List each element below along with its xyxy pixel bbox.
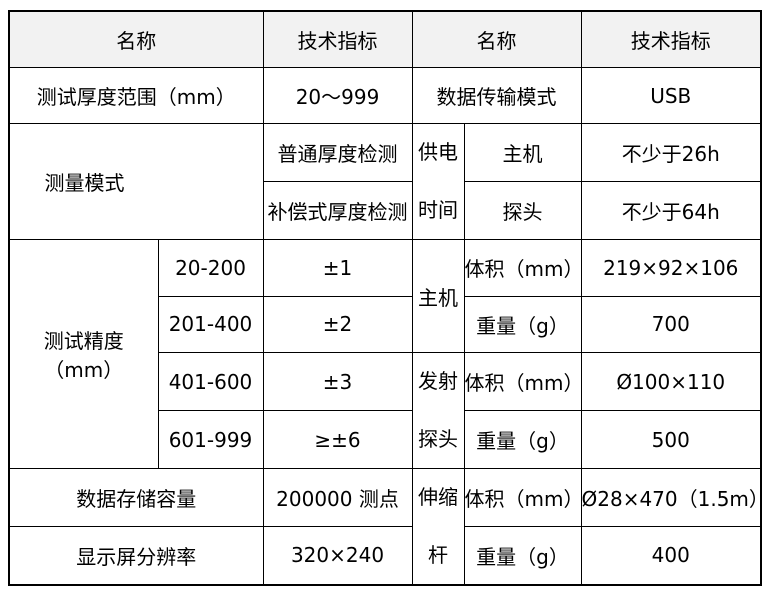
cell-accuracy-range-2: 201-400 <box>157 295 264 354</box>
power-time-line1: 供电 <box>418 140 458 165</box>
cell-host-weight-label: 重量（g） <box>463 295 582 354</box>
cell-host-volume-value: 219×92×106 <box>580 239 762 297</box>
table-row: 测试厚度范围（mm） 20～999 数据传输模式 USB <box>8 66 762 125</box>
spec-table: 名称 技术指标 名称 技术指标 测试厚度范围（mm） 20～999 数据传输模式… <box>8 10 762 586</box>
cell-storage-value: 200000 测点 <box>262 468 413 527</box>
cell-measure-mode-compensated: 补偿式厚度检测 <box>262 181 413 241</box>
cell-display-label: 显示屏分辨率 <box>8 525 264 586</box>
cell-storage-label: 数据存储容量 <box>8 468 264 527</box>
cell-emit-volume-label: 体积（mm） <box>463 352 582 411</box>
cell-accuracy-label: 测试精度（mm） <box>8 239 159 469</box>
cell-power-probe-value: 不少于64h <box>580 181 762 241</box>
cell-emit-volume-value: Ø100×110 <box>580 352 762 411</box>
cell-data-transfer-label: 数据传输模式 <box>411 66 582 125</box>
cell-emit-weight-value: 500 <box>580 410 762 469</box>
cell-display-value: 320×240 <box>262 525 413 586</box>
cell-thickness-range-value: 20～999 <box>262 66 413 125</box>
cell-rod-weight-label: 重量（g） <box>463 525 582 586</box>
rod-line2: 杆 <box>428 542 448 567</box>
cell-thickness-range-label: 测试厚度范围（mm） <box>8 66 264 125</box>
cell-host-label: 主机 <box>411 239 465 353</box>
table-row: 显示屏分辨率 320×240 重量（g） 400 <box>8 525 762 586</box>
rod-line1: 伸缩 <box>418 485 458 509</box>
cell-host-volume-label: 体积（mm） <box>463 239 582 297</box>
emit-probe-line2: 探头 <box>418 426 458 451</box>
cell-power-host-label: 主机 <box>463 123 582 183</box>
cell-accuracy-range-3: 401-600 <box>157 352 264 411</box>
rod-text: 伸缩 杆 <box>413 469 463 584</box>
cell-rod-volume-label: 体积（mm） <box>463 468 582 527</box>
cell-emit-weight-label: 重量（g） <box>463 410 582 469</box>
table-row: 补偿式厚度检测 探头 不少于64h <box>9 181 762 241</box>
header-right-spec: 技术指标 <box>580 10 762 68</box>
header-left-spec: 技术指标 <box>262 10 413 68</box>
cell-emit-probe-label: 发射 探头 <box>411 352 465 469</box>
emit-probe-line1: 发射 <box>418 369 458 393</box>
cell-power-host-value: 不少于26h <box>580 123 762 183</box>
emit-probe-text: 发射 探头 <box>413 354 463 468</box>
cell-data-transfer-value: USB <box>580 66 762 125</box>
measure-mode-text: 测量模式 <box>44 171 125 196</box>
cell-accuracy-value-4: ≥±6 <box>262 410 413 469</box>
table-row: 201-400 ±2 重量（g） 700 <box>9 295 762 354</box>
table-row: 测量模式 普通厚度检测 供电 时间 主机 不少于26h <box>8 123 762 241</box>
header-row: 名称 技术指标 名称 技术指标 <box>8 10 762 68</box>
header-left-name: 名称 <box>8 10 264 68</box>
table-row: 数据存储容量 200000 测点 伸缩 杆 体积（mm） Ø28×470（1.5… <box>8 468 762 586</box>
cell-accuracy-range-4: 601-999 <box>157 410 264 469</box>
cell-power-probe-label: 探头 <box>463 181 582 241</box>
cell-rod-weight-value: 400 <box>580 525 762 586</box>
power-time-text: 供电 时间 <box>413 125 463 239</box>
cell-rod-label: 伸缩 杆 <box>411 468 465 586</box>
cell-accuracy-range-1: 20-200 <box>157 239 264 297</box>
header-right-name: 名称 <box>411 10 582 68</box>
cell-accuracy-value-3: ±3 <box>262 352 413 411</box>
table-row: 601-999 ≥±6 重量（g） 500 <box>9 410 762 469</box>
cell-power-time-label: 供电 时间 <box>411 123 465 241</box>
cell-accuracy-value-2: ±2 <box>262 295 413 354</box>
table-row: 测试精度（mm） 20-200 ±1 主机 体积（mm） 219×92×106 <box>8 239 762 469</box>
table-row: 401-600 ±3 发射 探头 体积（mm） Ø100×110 <box>9 352 762 469</box>
cell-accuracy-value-1: ±1 <box>262 239 413 297</box>
cell-rod-volume-value: Ø28×470（1.5m） <box>580 468 762 527</box>
cell-host-weight-value: 700 <box>580 295 762 354</box>
cell-measure-mode-normal: 普通厚度检测 <box>262 123 413 183</box>
cell-measure-mode-label: 测量模式 <box>8 123 264 241</box>
power-time-line2: 时间 <box>418 197 458 222</box>
